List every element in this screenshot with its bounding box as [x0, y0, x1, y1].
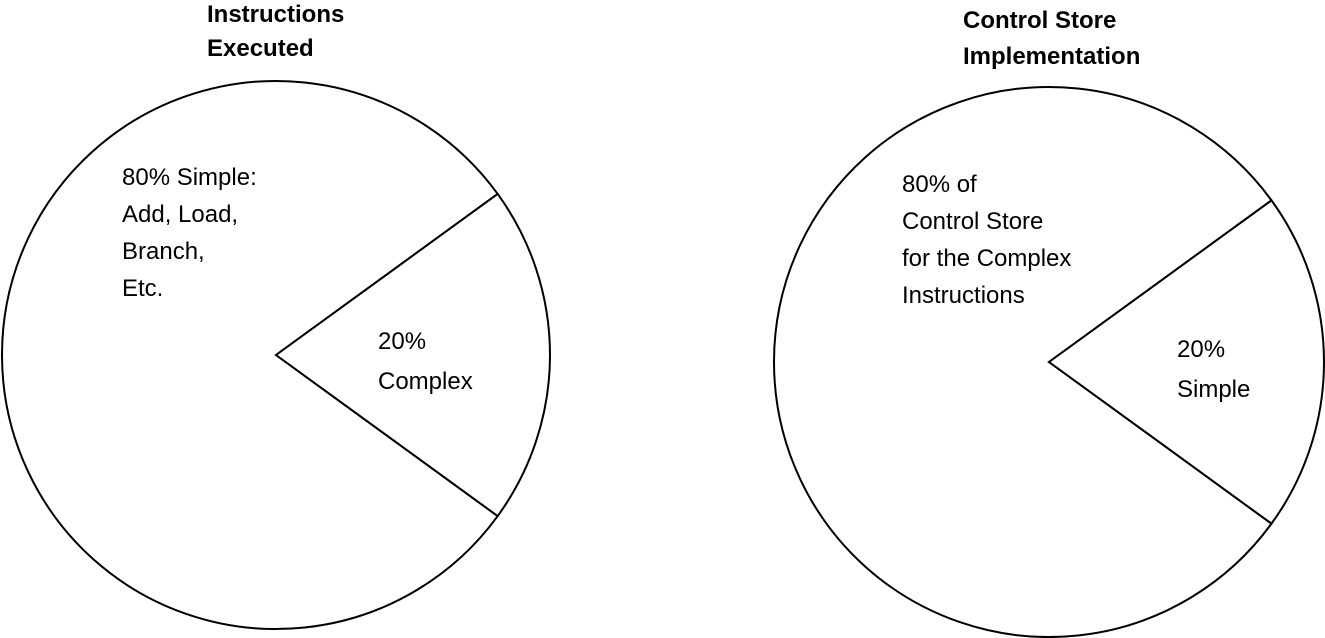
pie-chart-2: Control Store Implementation 80% of Control…: [773, 7, 1325, 638]
slice-label-small: 20% Simple: [1177, 336, 1250, 403]
pie-slice-large: [773, 86, 1273, 638]
slice-label-small: 20% Complex: [378, 328, 473, 395]
slice-label-large: 80% of Control Store for the Complex Instru…: [902, 171, 1071, 309]
chart-title: Control Store Implementation: [963, 7, 1140, 70]
pie-slice-small: [1047, 198, 1325, 526]
chart-title: Instructions Executed: [207, 1, 344, 62]
pie-slice-small: [274, 192, 551, 518]
pie-slice-large: [1, 80, 500, 630]
slice-label-large: 80% Simple: Add, Load, Branch, Etc.: [122, 164, 257, 302]
pie-chart-1: Instructions Executed 80% Simple: Add, Load…: [1, 1, 551, 630]
